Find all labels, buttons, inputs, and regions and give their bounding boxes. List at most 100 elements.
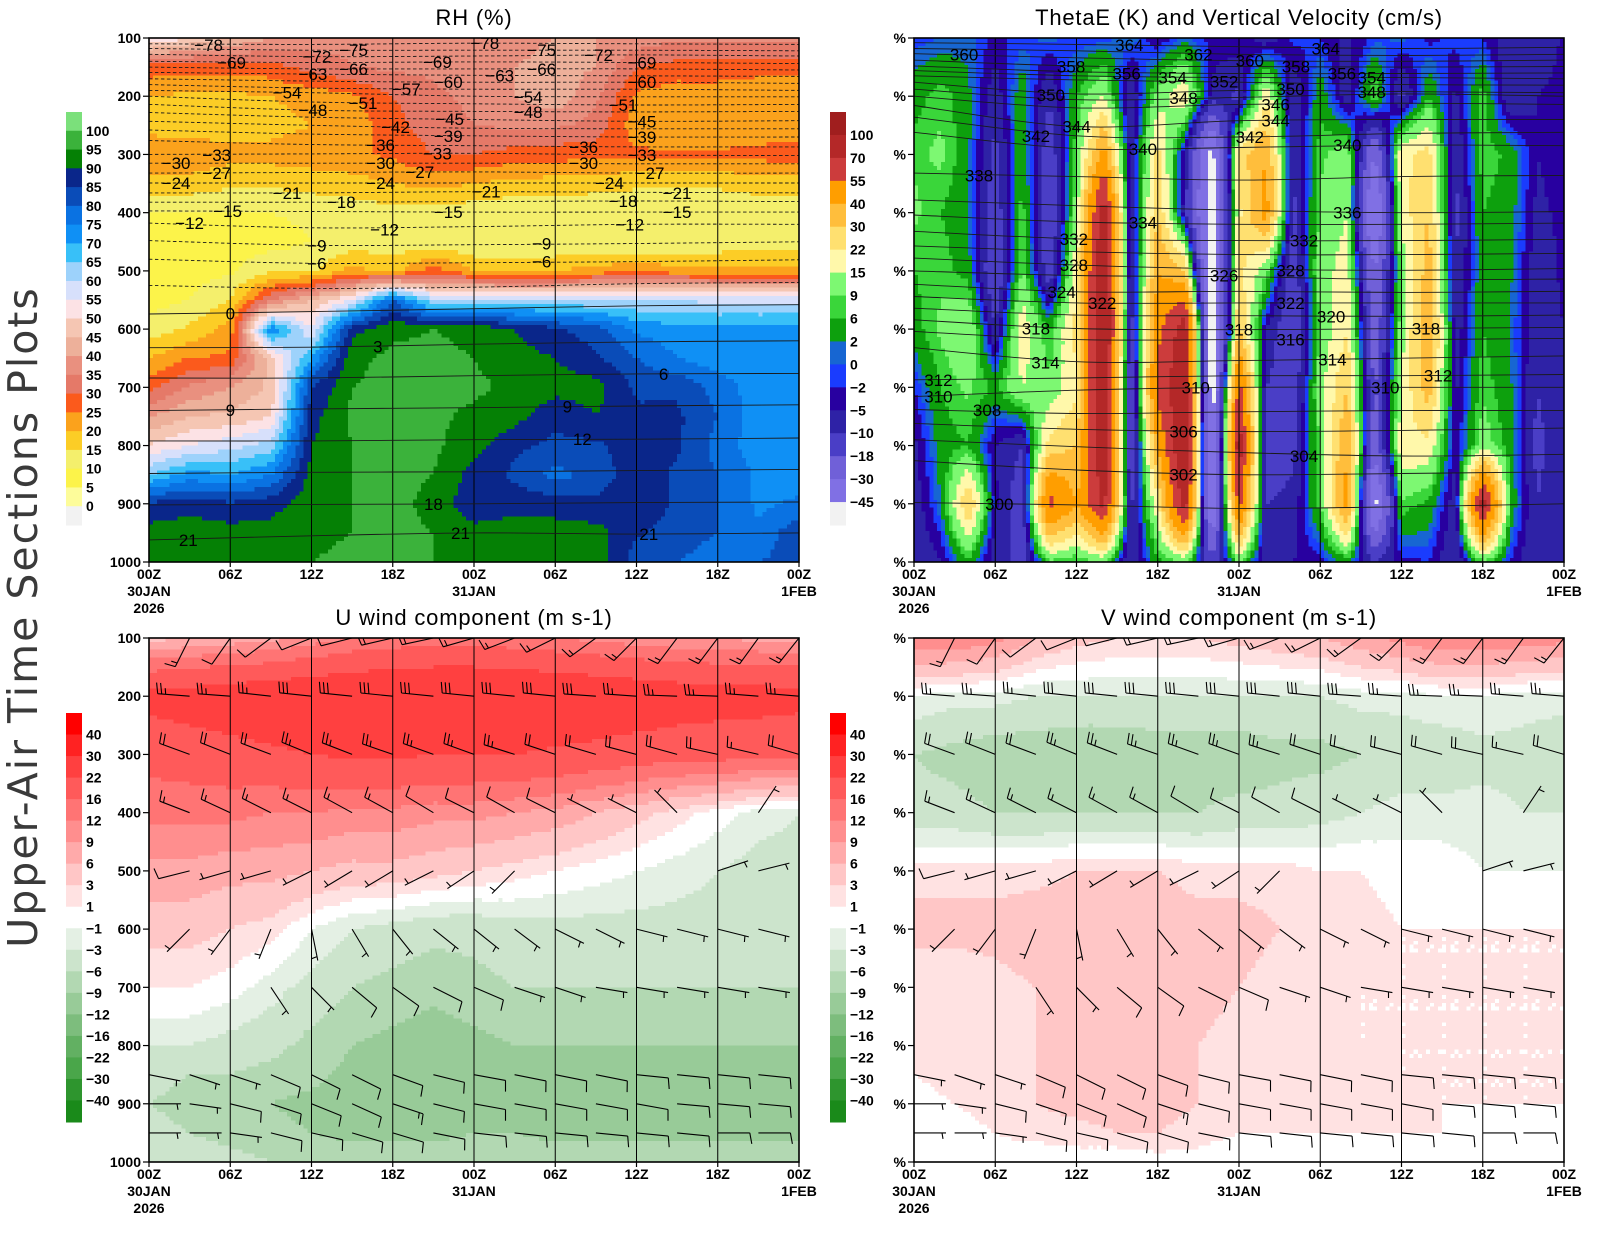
- fill-patch: [209, 366, 231, 372]
- fill-patch: [677, 399, 711, 405]
- fill-patch: [628, 117, 638, 122]
- fill-patch: [149, 487, 191, 492]
- fill-patch: [1165, 65, 1178, 70]
- fill-patch: [465, 200, 475, 206]
- rh-field-cell: [514, 387, 556, 418]
- fill-patch: [925, 61, 942, 66]
- contour-label: −15: [434, 203, 463, 222]
- fill-patch: [766, 141, 799, 147]
- fill-patch: [595, 466, 617, 472]
- fill-patch: [242, 349, 252, 355]
- fill-patch: [1293, 65, 1306, 70]
- fill-patch: [677, 300, 699, 305]
- thetae-field-cell: [914, 38, 942, 97]
- fill-patch: [1269, 76, 1275, 82]
- fill-patch: [311, 437, 317, 443]
- fill-patch: [189, 183, 231, 189]
- fill-patch: [968, 38, 977, 43]
- fill-patch: [717, 229, 760, 235]
- rh-field-cell: [758, 67, 799, 97]
- fill-patch: [1293, 53, 1306, 59]
- fill-patch: [583, 117, 597, 122]
- fill-patch: [392, 125, 410, 131]
- fill-patch: [339, 349, 349, 355]
- fill-patch: [1037, 69, 1051, 74]
- fill-patch: [474, 146, 508, 151]
- fill-patch: [311, 354, 321, 359]
- fill-patch: [1428, 61, 1438, 66]
- fill-patch: [270, 191, 313, 197]
- fill-patch: [457, 487, 475, 492]
- fill-patch: [392, 279, 402, 285]
- fill-patch: [1146, 76, 1159, 82]
- fill-patch: [339, 324, 345, 330]
- fill-patch: [677, 270, 719, 276]
- fill-patch: [1300, 76, 1310, 82]
- fill-patch: [433, 433, 447, 438]
- fill-patch: [921, 111, 942, 117]
- fill-patch: [433, 345, 459, 351]
- fill-patch: [319, 358, 329, 364]
- fill-patch: [291, 358, 301, 364]
- fill-patch: [941, 61, 965, 66]
- fill-patch: [149, 349, 166, 355]
- fill-patch: [514, 383, 556, 389]
- fill-patch: [303, 320, 313, 326]
- fill-patch: [1320, 38, 1341, 43]
- fill-patch: [1103, 65, 1109, 70]
- fill-patch: [1111, 80, 1120, 86]
- fill-patch: [474, 557, 516, 562]
- fill-patch: [287, 324, 301, 330]
- fill-patch: [636, 279, 678, 285]
- colorbar-swatch: [66, 243, 82, 263]
- fill-patch: [717, 141, 760, 147]
- fill-patch: [595, 495, 638, 501]
- fill-patch: [1157, 49, 1163, 55]
- fill-patch: [335, 75, 353, 81]
- fill-patch: [392, 146, 426, 151]
- fill-patch: [299, 437, 305, 443]
- fill-patch: [1211, 84, 1240, 90]
- fill-patch: [1250, 84, 1256, 90]
- fill-patch: [474, 408, 516, 413]
- fill-patch: [632, 100, 638, 106]
- fill-patch: [1022, 49, 1027, 55]
- fill-patch: [628, 383, 638, 389]
- fill-patch: [1374, 80, 1379, 86]
- fill-patch: [555, 258, 597, 264]
- rh-field-cell: [433, 241, 475, 272]
- fill-patch: [1006, 65, 1016, 70]
- fill-patch: [717, 245, 760, 251]
- fill-patch: [1389, 88, 1395, 94]
- isotherm-line: [149, 53, 799, 58]
- fill-patch: [717, 216, 760, 222]
- fill-patch: [303, 241, 313, 247]
- fill-patch: [392, 287, 406, 293]
- fill-patch: [1486, 61, 1496, 66]
- fill-patch: [262, 38, 272, 43]
- fill-patch: [1250, 69, 1256, 74]
- fill-patch: [352, 362, 370, 368]
- fill-patch: [303, 370, 309, 376]
- fill-patch: [1022, 84, 1027, 90]
- fill-patch: [514, 420, 520, 426]
- fill-patch: [234, 287, 252, 293]
- fill-patch: [149, 254, 191, 260]
- fill-patch: [254, 337, 264, 343]
- fill-patch: [750, 466, 760, 472]
- fill-patch: [1049, 45, 1078, 51]
- fill-patch: [1475, 53, 1484, 59]
- fill-patch: [595, 449, 609, 455]
- fill-patch: [1370, 80, 1376, 86]
- contour-label: −57: [392, 80, 421, 99]
- fill-patch: [270, 266, 313, 272]
- fill-patch: [266, 337, 272, 343]
- fill-patch: [352, 83, 374, 89]
- fill-patch: [315, 383, 337, 389]
- fill-patch: [1327, 49, 1341, 55]
- fill-patch: [1061, 76, 1070, 82]
- fill-patch: [1536, 76, 1550, 82]
- fill-patch: [149, 100, 191, 106]
- fill-patch: [669, 495, 678, 501]
- fill-patch: [636, 433, 678, 438]
